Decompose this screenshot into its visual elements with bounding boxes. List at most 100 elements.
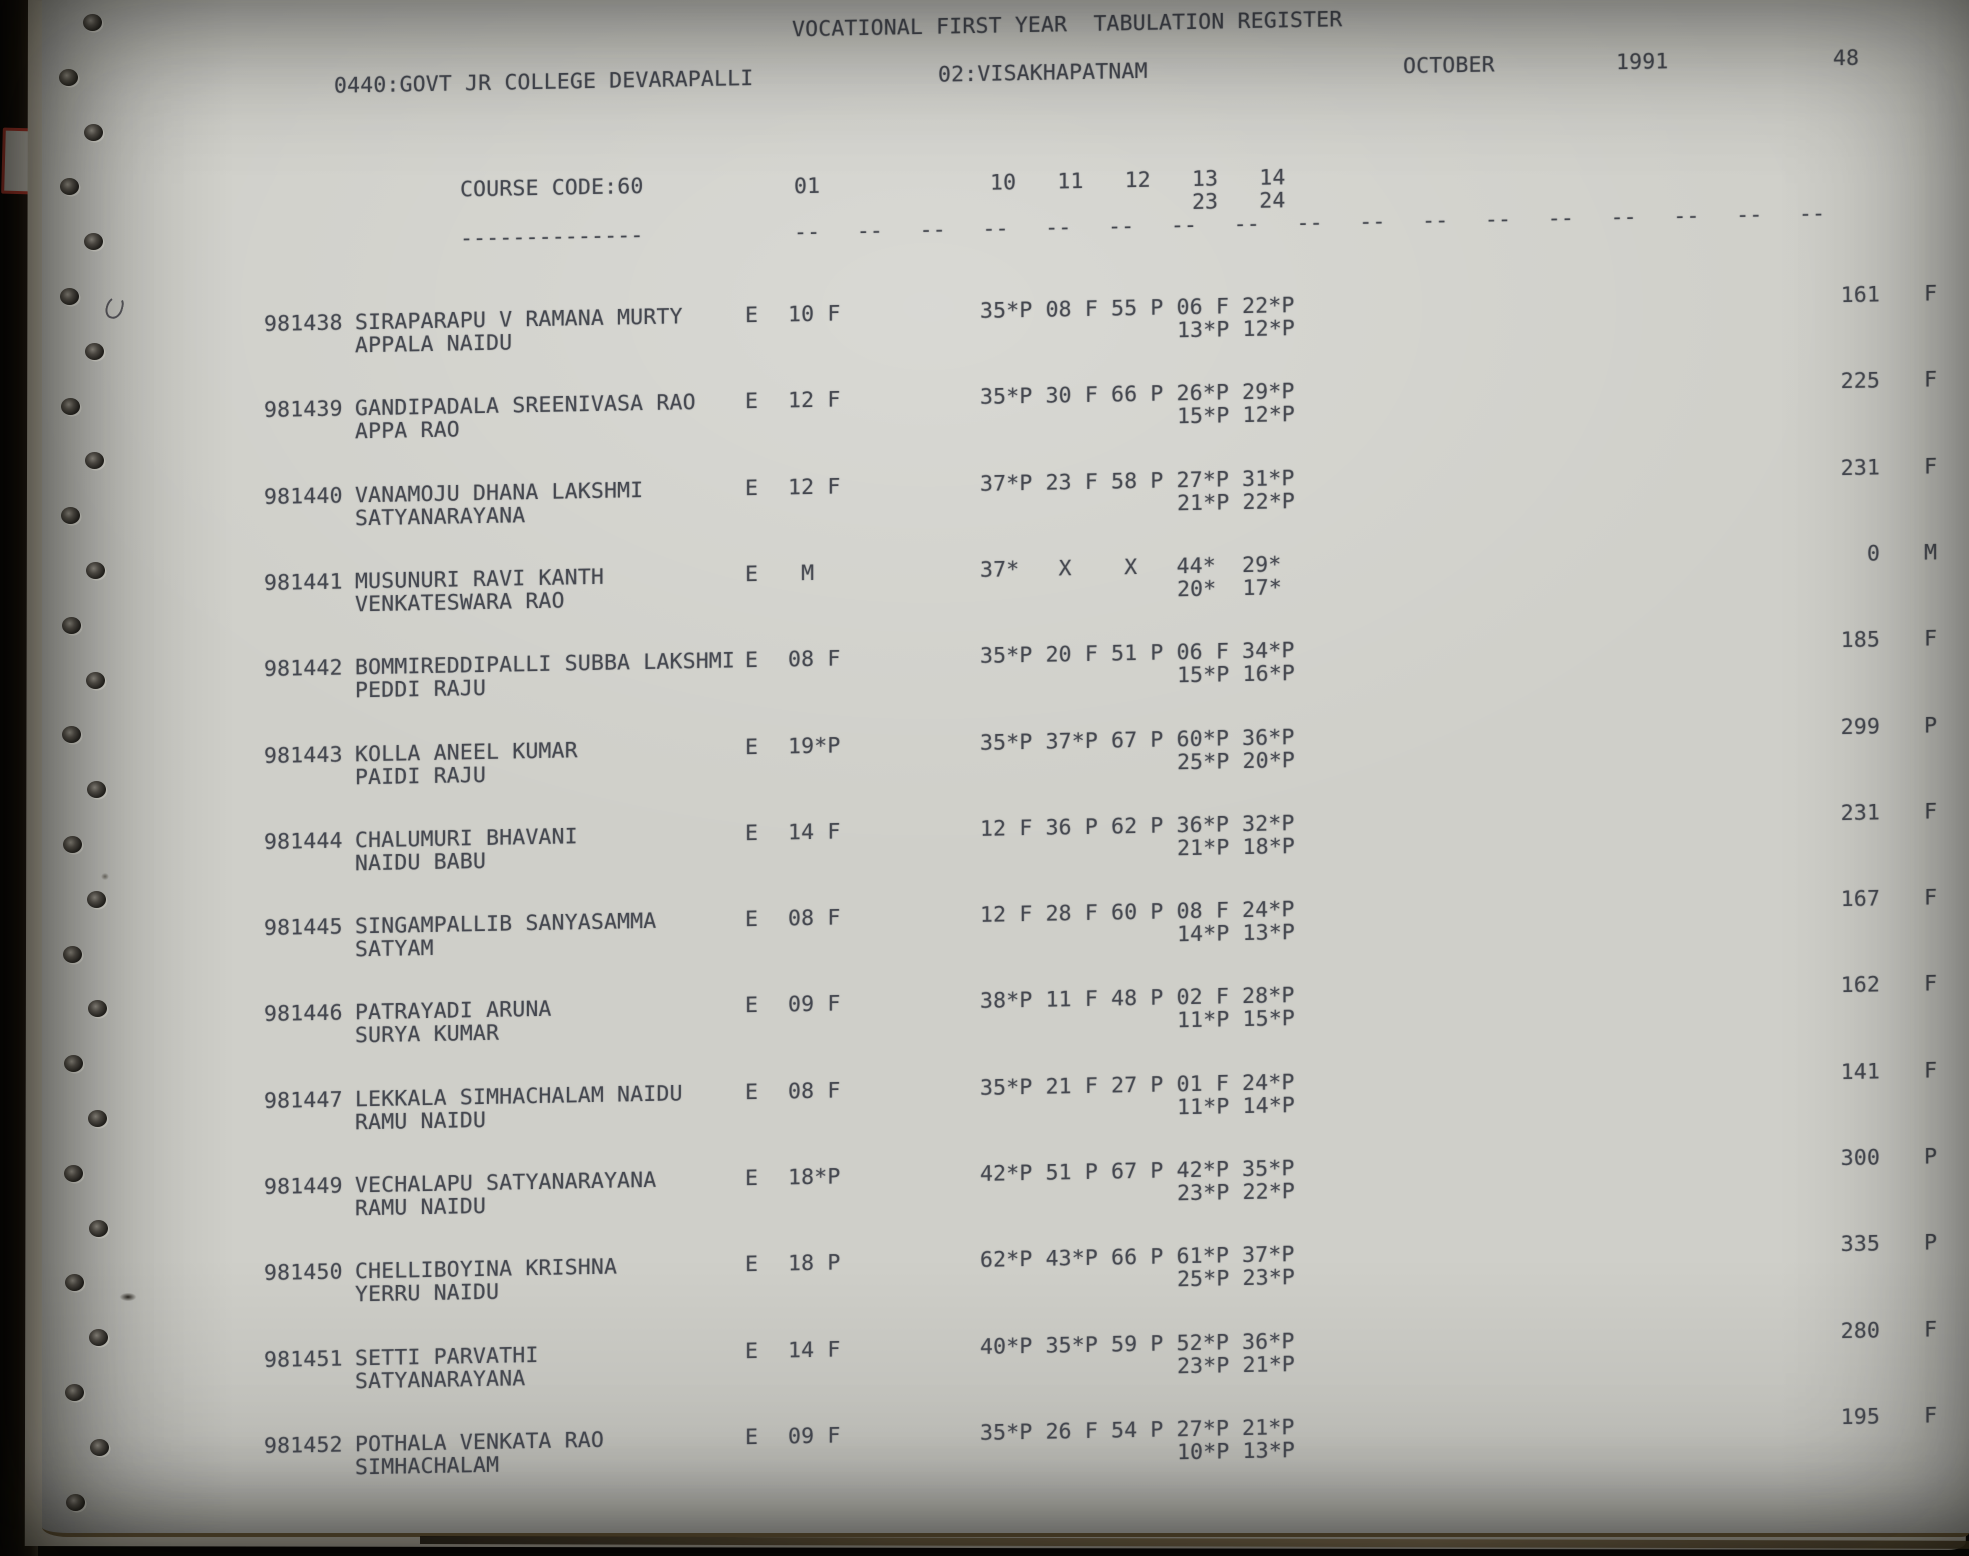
result-code: F — [1924, 1058, 1938, 1084]
total-marks: 195 — [1840, 1404, 1880, 1430]
total-marks: 162 — [1840, 972, 1880, 999]
marks-line-2: 23*P 22*P — [1177, 1179, 1295, 1207]
parent-name: SATYANARAYANA — [355, 502, 526, 531]
student-name: SIRAPARAPU V RAMANA MURTY — [355, 304, 683, 336]
medium-code: E — [745, 907, 759, 933]
total-marks: 300 — [1840, 1145, 1880, 1172]
binder-hole — [64, 1164, 84, 1182]
tractor-feed-holes — [0, 0, 120, 1556]
student-roll-number: 981439 — [264, 396, 343, 424]
student-row: 981452 POTHALA VENKATA RAO SIMHACHALAM E… — [0, 1403, 1969, 1491]
course-code-underline: -------------- — [460, 223, 644, 252]
medium-code: E — [745, 1424, 759, 1451]
subject-01-mark: 08 F — [788, 905, 841, 932]
student-roll-number: 981443 — [264, 742, 343, 769]
student-roll-number: 981450 — [264, 1259, 343, 1287]
parent-name: SIMHACHALAM — [355, 1452, 500, 1481]
binder-hole — [64, 1274, 84, 1292]
student-name: BOMMIREDDIPALLI SUBBA LAKSHMI — [355, 648, 736, 681]
parent-name: APPALA NAIDU — [355, 330, 513, 359]
marks-line-2: 21*P 18*P — [1177, 833, 1295, 862]
binder-hole — [85, 452, 104, 470]
result-code: F — [1924, 1403, 1938, 1429]
student-name: VECHALAPU SATYANARAYANA — [355, 1167, 657, 1199]
student-name: LEKKALA SIMHACHALAM NAIDU — [355, 1081, 683, 1113]
parent-name: PAIDI RAJU — [355, 762, 487, 790]
subject-01-mark: 12 F — [788, 474, 841, 500]
total-marks: 0 — [1866, 541, 1880, 567]
college-name: 0440:GOVT JR COLLEGE DEVARAPALLI — [334, 66, 754, 99]
binder-hole — [88, 1110, 107, 1127]
binder-hole — [59, 68, 79, 86]
parent-name: SURYA KUMAR — [355, 1021, 500, 1049]
parent-name: SATYANARAYANA — [355, 1365, 526, 1394]
subject-01-mark: 14 F — [788, 819, 841, 846]
parent-name: VENKATESWARA RAO — [355, 588, 565, 618]
parent-name: APPA RAO — [355, 417, 460, 445]
result-code: F — [1924, 626, 1938, 652]
subject-01-mark: 10 F — [788, 301, 841, 328]
column-separator-dashes: -- -- -- -- -- -- -- -- -- -- -- -- -- -… — [794, 201, 1826, 246]
binder-hole — [84, 342, 104, 360]
course-code-label: COURSE CODE:60 — [460, 174, 644, 203]
subject-01-mark: 09 F — [788, 991, 841, 1018]
student-rows: 981438 SIRAPARAPU V RAMANA MURTY APPALA … — [0, 0, 1969, 1480]
binder-hole — [86, 671, 105, 689]
subject-01-mark: 12 F — [788, 387, 841, 414]
marks-line-2: 14*P 13*P — [1177, 920, 1295, 948]
marks-line-2: 25*P 20*P — [1177, 747, 1295, 775]
exam-year: 1991 — [1616, 49, 1669, 76]
result-code: F — [1924, 885, 1938, 911]
student-roll-number: 981445 — [264, 914, 343, 942]
subject-01-mark: 08 F — [788, 646, 841, 673]
result-code: P — [1924, 1144, 1938, 1170]
total-marks: 280 — [1840, 1317, 1880, 1344]
student-row: 981445 SINGAMPALLIB SANYASAMMA SATYAM E … — [0, 885, 1969, 973]
binder-hole — [89, 1329, 108, 1347]
marks-line-2: 23*P 21*P — [1177, 1351, 1295, 1379]
binder-hole — [59, 178, 79, 196]
student-row: 981451 SETTI PARVATHI SATYANARAYANA E 14… — [0, 1317, 1969, 1404]
result-code: M — [1924, 540, 1938, 566]
binder-hole — [60, 288, 80, 305]
student-row: 981439 GANDIPADALA SREENIVASA RAO APPA R… — [0, 367, 1969, 455]
student-row: 981447 LEKKALA SIMHACHALAM NAIDU RAMU NA… — [0, 1058, 1969, 1145]
subject-column-headers-row2: 23 24 — [1192, 188, 1286, 215]
student-name: SINGAMPALLIB SANYASAMMA — [355, 908, 657, 940]
subject-01-mark: 09 F — [788, 1423, 841, 1450]
page-title: VOCATIONAL FIRST YEAR TABULATION REGISTE… — [792, 7, 1343, 43]
total-marks: 141 — [1840, 1059, 1880, 1085]
binder-hole — [63, 945, 83, 963]
subject-01-mark: 14 F — [788, 1337, 841, 1363]
student-roll-number: 981451 — [264, 1346, 343, 1373]
marks-line-2: 11*P 15*P — [1177, 1006, 1295, 1034]
marks-line-2: 21*P 22*P — [1177, 488, 1295, 516]
parent-name: RAMU NAIDU — [355, 1107, 487, 1136]
student-roll-number: 981441 — [264, 569, 343, 596]
student-roll-number: 981442 — [264, 655, 343, 683]
medium-code: E — [745, 475, 759, 501]
total-marks: 299 — [1840, 713, 1880, 740]
marks-line-2: 10*P 13*P — [1177, 1437, 1295, 1466]
binder-hole — [62, 726, 82, 744]
binder-hole — [63, 1055, 83, 1073]
parent-name: SATYAM — [355, 935, 434, 963]
parent-name: NAIDU BABU — [355, 848, 487, 877]
student-row: 981438 SIRAPARAPU V RAMANA MURTY APPALA … — [0, 281, 1969, 369]
binder-hole — [85, 562, 105, 579]
result-code: F — [1924, 367, 1938, 393]
result-code: F — [1924, 971, 1938, 997]
total-marks: 335 — [1840, 1231, 1880, 1258]
medium-code: E — [745, 1338, 759, 1364]
student-name: PATRAYADI ARUNA — [355, 997, 552, 1026]
medium-code: E — [745, 1165, 759, 1192]
medium-code: E — [745, 302, 759, 329]
binder-hole — [83, 14, 102, 31]
binder-hole — [65, 1493, 85, 1511]
total-marks: 167 — [1840, 886, 1880, 913]
student-row: 981442 BOMMIREDDIPALLI SUBBA LAKSHMI PED… — [0, 626, 1969, 714]
page-number: 48 — [1833, 45, 1860, 72]
student-roll-number: 981444 — [264, 828, 343, 855]
binder-hole — [86, 781, 106, 799]
